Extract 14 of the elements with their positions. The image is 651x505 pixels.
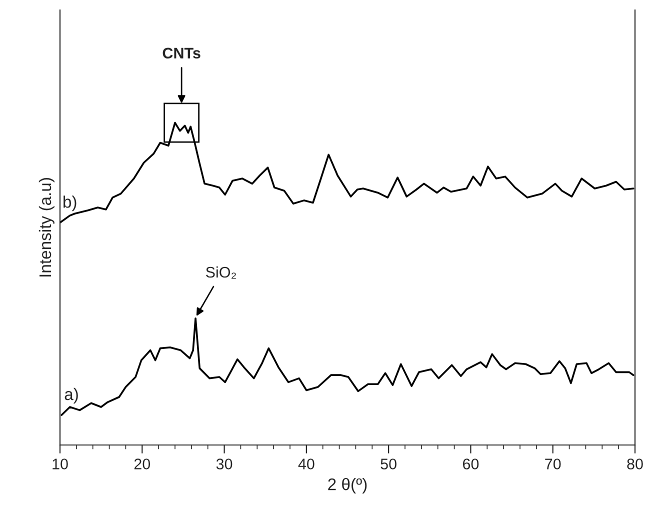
x-tick-label: 20 xyxy=(134,458,150,470)
x-tick-label: 70 xyxy=(545,458,561,470)
text: CNTs xyxy=(162,48,200,59)
series-label: a) xyxy=(64,388,78,404)
x-tick-label: 50 xyxy=(380,458,396,470)
x-tick-label: 60 xyxy=(462,458,479,470)
annotation: SiO₂ xyxy=(206,266,236,279)
x-tick-label: 80 xyxy=(627,458,643,470)
series-label: b) xyxy=(64,196,76,212)
x-tick-label: 10 xyxy=(52,458,68,470)
x-tick-label: 40 xyxy=(298,458,314,470)
x-tick-label: 30 xyxy=(216,458,232,470)
y-axis-title: Intensity (a.u) xyxy=(38,178,54,276)
x-axis-title: 2 θ(º) xyxy=(328,478,367,494)
